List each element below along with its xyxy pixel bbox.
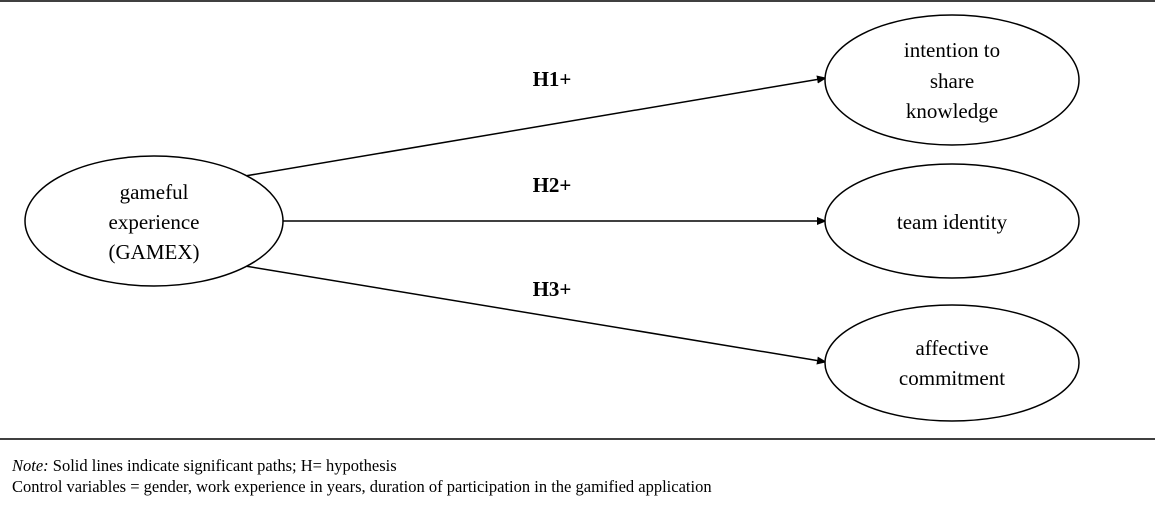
node-affective-line-1: affective [915,336,988,360]
path-label-h2: H2+ [533,173,572,197]
arrow-h3 [244,265,827,365]
node-intention: intention to share knowledge [824,14,1080,146]
arrow-h1 [244,75,827,177]
note-text-1: Solid lines indicate significant paths; … [48,456,397,475]
node-affective-ellipse [824,304,1080,422]
path-label-h3: H3+ [533,277,572,301]
node-affective-line-2: commitment [899,366,1005,390]
node-gamex: gameful experience (GAMEX) [24,155,284,287]
figure-note: Note: Solid lines indicate significant p… [12,455,712,497]
node-team-line-1: team identity [897,210,1008,234]
node-intention-line-3: knowledge [906,99,998,123]
node-gamex-ellipse [24,155,284,287]
node-intention-line-2: share [930,69,974,93]
note-prefix: Note: [12,456,49,475]
node-gamex-line-3: (GAMEX) [109,240,200,264]
node-gamex-line-2: experience [109,210,200,234]
node-affective: affective commitment [824,304,1080,422]
node-gamex-line-1: gameful [120,180,189,204]
path-diagram: H1+ H2+ H3+ gameful experience (GAMEX) i… [0,0,1155,440]
node-team-ellipse [824,163,1080,279]
node-intention-ellipse [824,14,1080,146]
node-intention-line-1: intention to [904,38,1000,62]
path-label-h1: H1+ [533,67,572,91]
note-line-2: Control variables = gender, work experie… [12,477,712,496]
node-team: team identity [824,163,1080,279]
note-line-1: Note: Solid lines indicate significant p… [12,455,712,476]
